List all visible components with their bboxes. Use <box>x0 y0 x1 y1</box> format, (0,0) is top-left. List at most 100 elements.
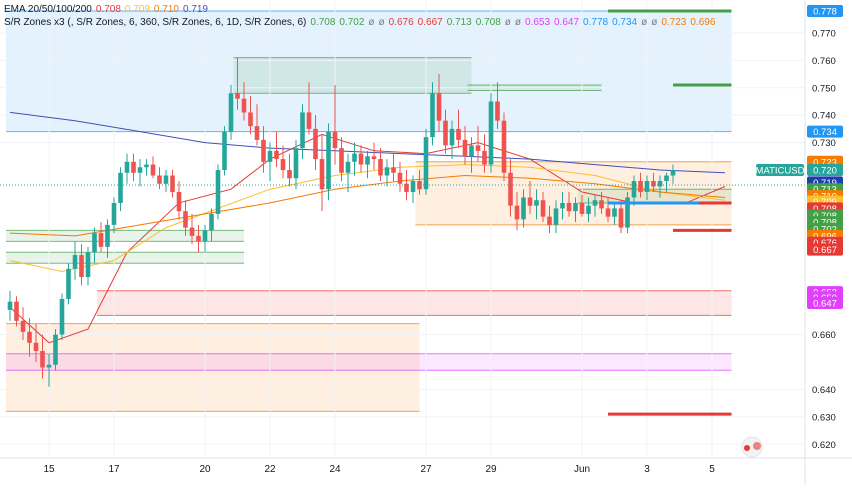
candle-body <box>378 159 383 176</box>
sr-zone <box>6 353 732 371</box>
candle-body <box>222 131 227 171</box>
candle-body <box>404 183 409 192</box>
sr-legend-value: 0.734 <box>612 17 638 28</box>
candle-body <box>27 331 32 343</box>
candle-body <box>313 128 318 160</box>
candle-body <box>189 227 195 236</box>
candle-body <box>592 200 598 206</box>
candle-body <box>469 145 474 157</box>
candle-body <box>462 139 468 157</box>
candle-body <box>137 167 143 173</box>
candle-body <box>300 112 305 149</box>
candle-body <box>540 200 546 217</box>
candle-body <box>150 164 156 176</box>
price-label: 0.720 <box>813 166 837 177</box>
price-label-bg <box>807 297 843 310</box>
sr-legend-value: 0.647 <box>554 17 580 28</box>
price-label: 0.667 <box>813 245 837 256</box>
candle-body <box>248 112 253 127</box>
candle-body <box>163 175 169 184</box>
x-tick-label: 22 <box>264 464 276 475</box>
price-label-bg <box>807 164 843 177</box>
candle-body <box>66 268 71 299</box>
ema-line <box>9 164 726 273</box>
candle-body <box>98 233 104 247</box>
y-tick-label: 0.620 <box>812 440 836 451</box>
candle-body <box>508 172 513 206</box>
sr-legend-value: 0.708 <box>475 17 501 28</box>
candle-body <box>280 159 286 171</box>
candle-body <box>365 156 370 165</box>
candle-body <box>196 235 201 242</box>
ema-line <box>9 174 726 237</box>
ema-line <box>9 133 726 344</box>
sr-legend-value: ø <box>504 17 511 28</box>
sr-legend-value: ø <box>514 17 521 28</box>
candle-body <box>228 93 234 132</box>
candle-body <box>124 161 130 173</box>
candle-body <box>514 205 520 220</box>
sr-legend-value: 0.723 <box>661 17 687 28</box>
sr-legend-value: ø <box>651 17 658 28</box>
candle-body <box>157 175 162 184</box>
price-label-bg <box>807 125 843 138</box>
candle-body <box>456 128 461 140</box>
x-tick-label: 20 <box>199 464 211 475</box>
candle-body <box>111 202 117 225</box>
candle-body <box>306 112 312 129</box>
candle-body <box>586 205 591 214</box>
candle-body <box>482 150 487 165</box>
sr-legend-value: 0.708 <box>310 17 336 28</box>
sr-legend-value: 0.702 <box>339 17 365 28</box>
candle-body <box>657 181 663 187</box>
price-label: 0.734 <box>813 127 837 138</box>
candle-body <box>261 139 266 162</box>
candle-body <box>417 181 422 190</box>
candle-body <box>202 230 208 242</box>
candle-body <box>527 197 533 206</box>
candle-body <box>345 161 351 173</box>
candle-body <box>553 208 559 225</box>
candle-body <box>170 175 175 192</box>
y-tick-label: 0.660 <box>812 330 836 341</box>
candle-body <box>410 181 416 192</box>
x-tick-label: 15 <box>43 464 55 475</box>
x-tick-label: Jun <box>574 464 590 475</box>
sr-legend-value: 0.696 <box>690 17 716 28</box>
candle-body <box>92 233 97 253</box>
candle-body <box>599 200 604 209</box>
candle-body <box>631 181 637 198</box>
candle-body <box>358 153 364 165</box>
tradingview-logo-icon <box>741 436 763 458</box>
candle-body <box>371 156 377 160</box>
sr-legend-value: 0.778 <box>583 17 609 28</box>
ema-legend-value: 0.709 <box>124 4 150 15</box>
y-tick-label: 0.740 <box>812 111 836 122</box>
candle-body <box>332 131 338 149</box>
candle-body <box>625 197 630 228</box>
sr-legend: S/R Zones x3 (, S/R Zones, 6, 360, S/R Z… <box>4 17 723 28</box>
candle-body <box>215 170 221 214</box>
sr-legend-value: 0.653 <box>524 17 551 28</box>
sr-zone <box>6 10 732 132</box>
candle-body <box>449 128 455 146</box>
y-tick-label: 0.640 <box>812 385 836 396</box>
candle-body <box>59 298 65 335</box>
candle-body <box>339 148 344 173</box>
candle-body <box>501 120 507 173</box>
price-label: MATICUSD <box>756 166 805 177</box>
y-tick-label: 0.730 <box>812 138 836 149</box>
sr-legend-value: 0.667 <box>417 17 443 28</box>
candle-body <box>443 120 448 146</box>
price-label: 0.723 <box>813 157 837 168</box>
candle-body <box>287 170 292 179</box>
candle-body <box>579 202 585 214</box>
candle-body <box>105 224 110 247</box>
candle-body <box>521 197 526 220</box>
sr-legend-value: ø <box>368 17 375 28</box>
candle-body <box>423 137 429 190</box>
ema-legend-label: EMA 20/50/100/200 <box>4 4 92 15</box>
candle-body <box>352 153 357 162</box>
